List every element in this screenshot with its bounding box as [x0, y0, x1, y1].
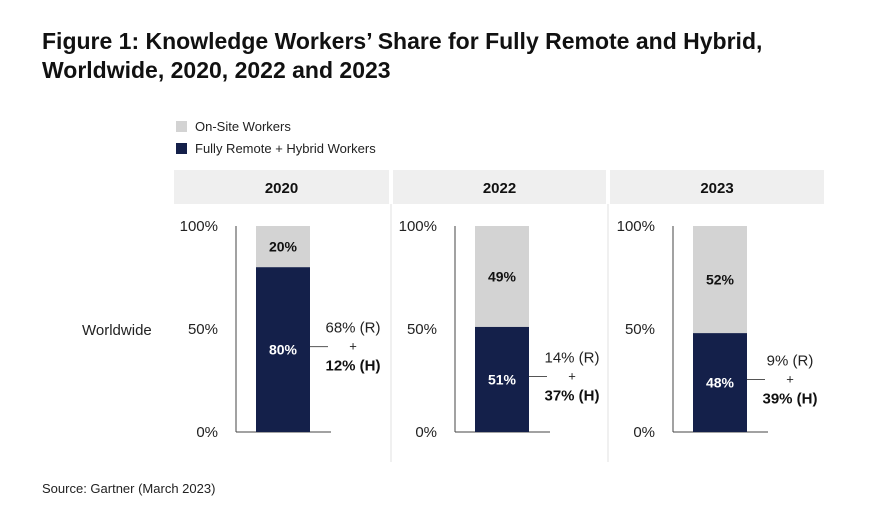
breakdown-remote-2020: 68% (R) [325, 320, 380, 337]
breakdown-remote-2023: 9% (R) [767, 353, 814, 370]
bar-remote-hybrid-2020 [256, 267, 310, 432]
bar-onsite-2022 [475, 226, 529, 327]
bar-remote-hybrid-2022 [475, 326, 529, 432]
y-tick-label-2020-0: 100% [180, 218, 218, 235]
legend-swatch-remote-hybrid [176, 142, 187, 154]
bar-label-remote-hybrid-2023: 48% [706, 375, 735, 391]
legend-label-onsite: On-Site Workers [195, 118, 291, 134]
breakdown-hybrid-2020: 12% (H) [325, 358, 380, 375]
source-note: Source: Gartner (March 2023) [42, 481, 216, 496]
y-tick-label-2023-2: 0% [633, 424, 655, 441]
y-tick-label-2023-1: 50% [625, 321, 655, 338]
legend-item-remote-hybrid: Fully Remote + Hybrid Workers [176, 137, 376, 159]
y-tick-label-2022-0: 100% [399, 218, 437, 235]
breakdown-hybrid-2022: 37% (H) [544, 387, 599, 404]
y-tick-label-2023-0: 100% [617, 218, 655, 235]
panel-header-2023 [610, 170, 824, 204]
bar-onsite-2023 [693, 226, 747, 334]
bar-label-onsite-2023: 52% [706, 272, 735, 288]
legend: On-Site Workers Fully Remote + Hybrid Wo… [176, 115, 376, 159]
breakdown-plus-2020: + [349, 339, 357, 354]
title-line-2: Worldwide, 2020, 2022 and 2023 [42, 57, 391, 83]
breakdown-plus-2022: + [568, 368, 576, 383]
chart-title: Figure 1: Knowledge Workers’ Share for F… [42, 27, 822, 85]
title-line-1: Figure 1: Knowledge Workers’ Share for F… [42, 28, 763, 54]
y-tick-label-2020-2: 0% [196, 424, 218, 441]
bar-remote-hybrid-2023 [693, 333, 747, 432]
y-tick-label-2022-2: 0% [415, 424, 437, 441]
bar-label-remote-hybrid-2022: 51% [488, 371, 517, 387]
panel-header-label-2022: 2022 [483, 180, 516, 197]
row-label: Worldwide [82, 322, 152, 339]
panel-header-label-2023: 2023 [700, 180, 733, 197]
bar-label-remote-hybrid-2020: 80% [269, 342, 298, 358]
legend-item-onsite: On-Site Workers [176, 115, 376, 137]
breakdown-remote-2022: 14% (R) [544, 349, 599, 366]
breakdown-hybrid-2023: 39% (H) [762, 391, 817, 408]
panel-header-2020 [174, 170, 389, 204]
panel-header-label-2020: 2020 [265, 180, 298, 197]
legend-label-remote-hybrid: Fully Remote + Hybrid Workers [195, 140, 376, 156]
bar-label-onsite-2022: 49% [488, 268, 517, 284]
panel-header-2022 [393, 170, 606, 204]
bar-onsite-2020 [256, 226, 310, 268]
breakdown-plus-2023: + [786, 372, 794, 387]
bar-label-onsite-2020: 20% [269, 239, 298, 255]
legend-swatch-onsite [176, 120, 187, 132]
y-tick-label-2020-1: 50% [188, 321, 218, 338]
y-tick-label-2022-1: 50% [407, 321, 437, 338]
